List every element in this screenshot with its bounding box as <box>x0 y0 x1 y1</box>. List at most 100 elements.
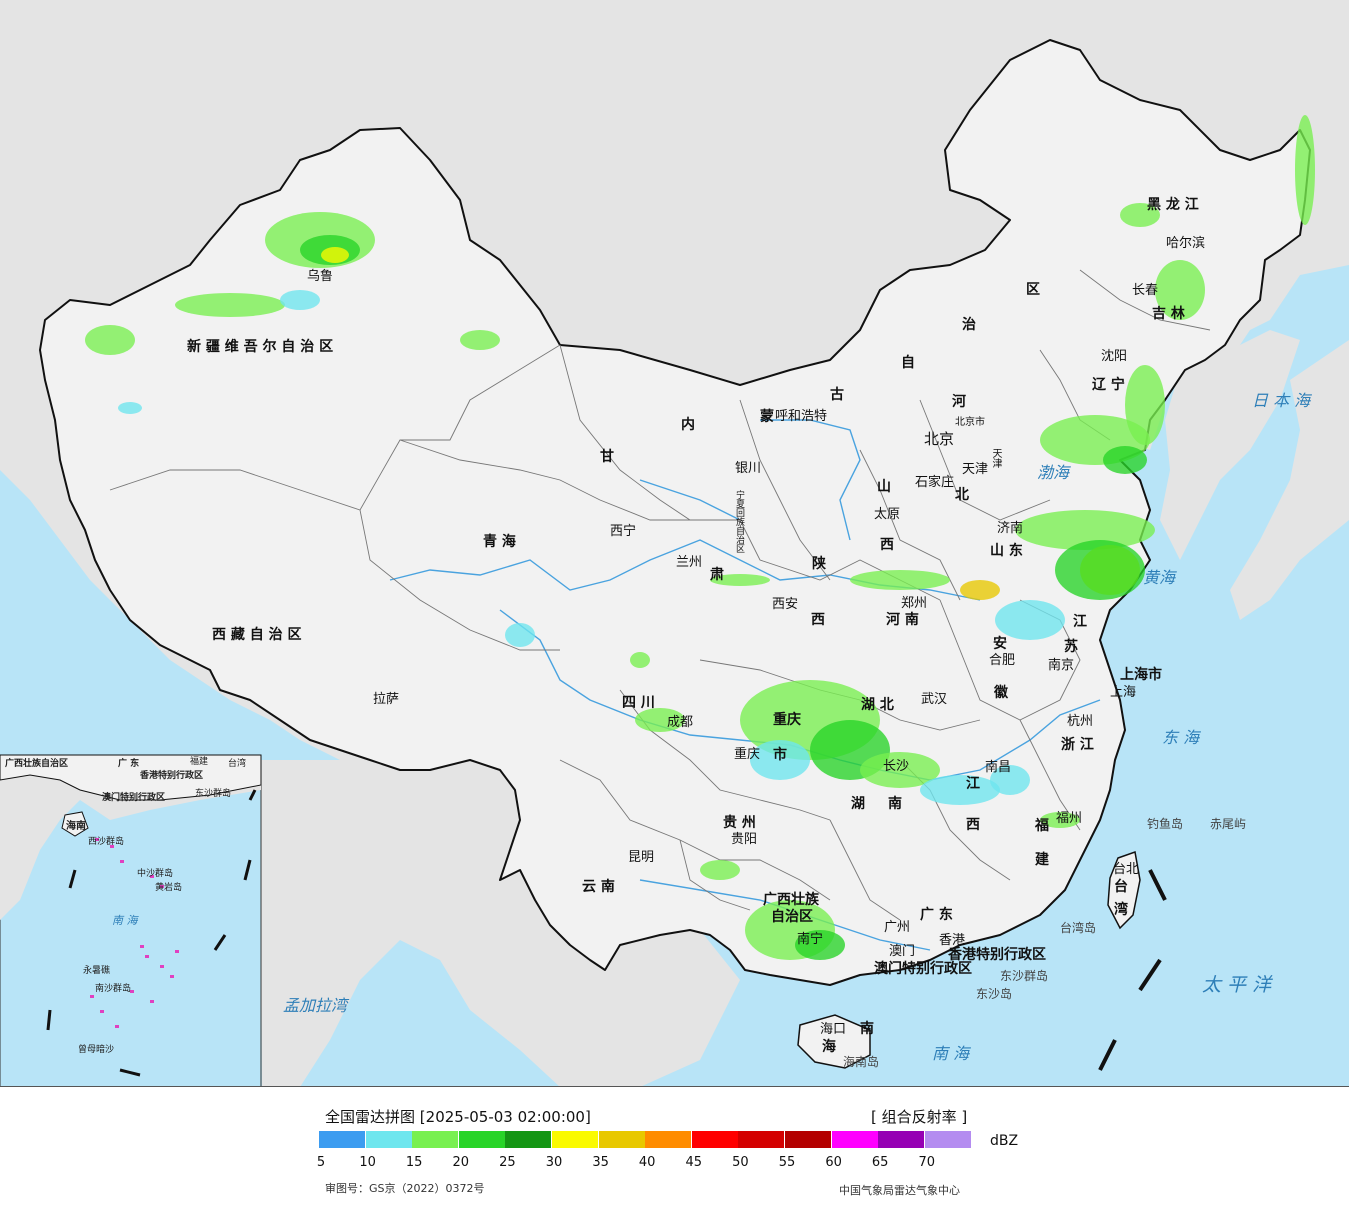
radar-echoes <box>85 115 1315 960</box>
city-kunming: 昆明 <box>628 850 655 865</box>
scale-swatch-6 <box>598 1131 645 1148</box>
label-neimeng-meng: 蒙 <box>760 409 774 425</box>
label-sichuan: 四 川 <box>622 695 655 711</box>
radar-echo <box>280 290 320 310</box>
radar-echo <box>321 247 349 263</box>
island-marker <box>160 965 164 968</box>
scale-tick-25: 25 <box>499 1155 516 1170</box>
credit: 中国气象局雷达气象中心 <box>839 1184 960 1197</box>
inset-zhongsha: 中沙群岛 <box>137 869 174 879</box>
hainan-island <box>797 1014 871 1069</box>
city-wuhan: 武汉 <box>921 692 948 707</box>
radar-echo <box>1120 203 1160 227</box>
legend-unit: dBZ <box>990 1133 1019 1149</box>
inset-nansha: 南沙群岛 <box>95 984 132 994</box>
southeast-asia-land <box>260 760 740 1086</box>
inset-hk: 香港特别行政区 <box>140 771 204 781</box>
city-haikou: 海口 <box>820 1022 847 1037</box>
legend-title-text: 全国雷达拼图 <box>325 1108 416 1126</box>
scale-swatch-7 <box>645 1131 692 1148</box>
radar-echo <box>710 574 770 586</box>
city-xining: 西宁 <box>610 524 637 539</box>
label-xizang: 西 藏 自 治 区 <box>212 627 302 643</box>
radar-echo <box>1015 510 1155 550</box>
scale-swatch-0 <box>319 1131 366 1148</box>
island-dongsha-2: 东沙岛 <box>976 987 1013 1001</box>
label-guangdong: 广 东 <box>920 907 953 923</box>
city-hongkong: 香港 <box>939 933 966 948</box>
label-xinjiang: 新 疆 维 吾 尔 自 治 区 <box>187 339 334 355</box>
label-shaanxi-shan: 陕 <box>812 556 826 572</box>
scale-tick-70: 70 <box>918 1155 936 1170</box>
label-gansu-1: 甘 <box>600 449 614 465</box>
island-marker <box>100 1010 104 1013</box>
radar-map[interactable]: 新 疆 维 吾 尔 自 治 区 西 藏 自 治 区 青 海 甘 肃 内 蒙 古 … <box>0 0 1349 1087</box>
sea-pacific: 太 平 洋 <box>1202 974 1272 996</box>
radar-echo <box>1295 115 1315 225</box>
city-hohhot: 呼和浩特 <box>775 409 828 424</box>
inset-fujian: 福建 <box>190 757 209 767</box>
inset-guangdong: 广 东 <box>118 759 140 769</box>
city-beijing: 北京 <box>924 430 955 448</box>
label-taiwan-wan: 湾 <box>1114 902 1128 918</box>
island-marker <box>140 945 144 948</box>
radar-echo <box>1125 365 1165 445</box>
island-marker <box>115 1025 119 1028</box>
sea-nanhai: 南 海 <box>932 1044 970 1063</box>
city-lhasa: 拉萨 <box>373 692 400 707</box>
scale-tick-30: 30 <box>545 1155 563 1170</box>
scale-swatch-8 <box>691 1131 738 1148</box>
city-zhengzhou: 郑州 <box>901 596 928 611</box>
city-nanchang: 南昌 <box>985 760 1012 775</box>
scale-swatch-4 <box>505 1131 552 1148</box>
city-jinan: 济南 <box>997 521 1024 536</box>
city-changsha: 长沙 <box>883 759 910 774</box>
radar-echo <box>920 775 1000 805</box>
radar-echo <box>750 740 810 780</box>
label-chongqing-2: 市 <box>773 747 787 763</box>
city-taiyuan: 太原 <box>874 507 901 522</box>
radar-echo <box>1155 260 1205 320</box>
radar-echo <box>118 402 142 414</box>
inset-dongsha: 东沙群岛 <box>195 789 232 799</box>
city-hangzhou: 杭州 <box>1067 714 1094 729</box>
island-marker <box>175 950 179 953</box>
sea-bohai: 渤海 <box>1037 463 1070 482</box>
island-marker <box>95 838 99 841</box>
label-fujian-fu: 福 <box>1035 818 1049 834</box>
scale-tick-20: 20 <box>452 1155 470 1170</box>
label-neimeng-qu: 区 <box>1026 282 1040 298</box>
label-henan: 河 南 <box>886 612 919 628</box>
label-neimeng-nei: 内 <box>681 417 695 433</box>
city-lanzhou: 兰州 <box>676 555 703 570</box>
scale-tick-35: 35 <box>592 1155 609 1170</box>
china-mainland <box>39 39 1311 986</box>
city-hefei: 合肥 <box>989 653 1016 668</box>
city-harbin: 哈尔滨 <box>1166 236 1206 251</box>
legend-title: 全国雷达拼图 [2025-05-03 02:00:00] <box>325 1106 591 1127</box>
label-shanghai-shi: 上海市 <box>1120 667 1162 683</box>
label-guizhou: 贵 州 <box>723 815 756 831</box>
label-guangxi-1: 广西壮族 <box>763 892 819 908</box>
scale-swatch-3 <box>458 1131 505 1148</box>
label-ningxia: 宁夏回族自治区 <box>734 490 744 553</box>
island-marker <box>110 845 114 848</box>
island-marker <box>150 1000 154 1003</box>
radar-echo <box>700 860 740 880</box>
label-liaoning: 辽 宁 <box>1092 377 1125 393</box>
city-shijiazhuang: 石家庄 <box>915 475 955 490</box>
label-hebei-he: 河 <box>952 394 966 410</box>
city-guiyang: 贵阳 <box>731 832 758 847</box>
city-shanghai: 上海 <box>1110 685 1137 700</box>
island-dongsha: 东沙群岛 <box>1000 969 1049 983</box>
island-marker <box>145 955 149 958</box>
scale-swatch-2 <box>412 1131 459 1148</box>
inset-macau: 澳门特别行政区 <box>102 793 166 803</box>
city-xian: 西安 <box>772 597 799 612</box>
label-heilongjiang: 黑 龙 江 <box>1147 197 1199 213</box>
sea-japan: 日 本 海 <box>1252 391 1311 410</box>
inset-taiwan: 台湾 <box>228 759 247 769</box>
inset-yongshu: 永暑礁 <box>83 966 111 976</box>
radar-echo <box>630 652 650 668</box>
label-shandong: 山 东 <box>990 543 1023 559</box>
